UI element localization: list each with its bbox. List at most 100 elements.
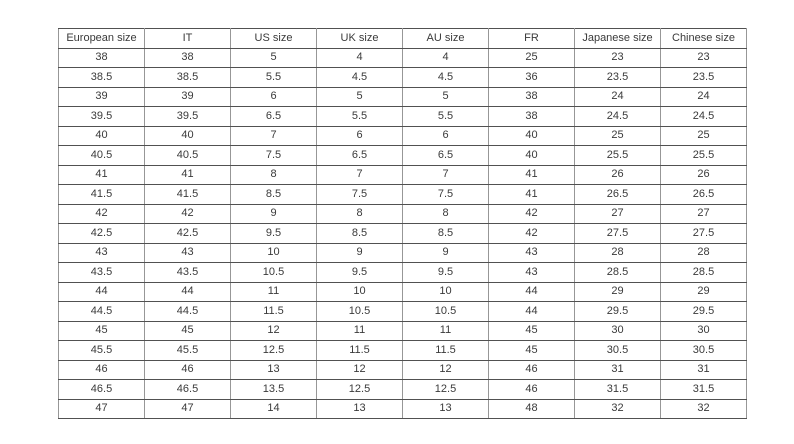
table-cell: 13 [316,398,403,419]
table-cell: 43 [58,242,145,263]
table-cell: 43 [488,242,575,263]
table-cell: 23.5 [574,67,661,88]
table-cell: 39.5 [58,106,145,127]
table-cell: 38 [58,47,145,68]
table-cell: 29.5 [574,301,661,322]
table-cell: 28 [574,242,661,263]
table-cell: 44 [488,281,575,302]
table-header: European size IT US size UK size AU size FR Ja… [58,28,747,49]
table-cell: 28.5 [574,262,661,283]
table-cell: 5 [230,47,317,68]
table-cell: 42.5 [58,223,145,244]
table-cell: 10.5 [316,301,403,322]
table-cell: 44 [488,301,575,322]
table-cell: 27 [660,203,747,224]
table-cell: 29 [574,281,661,302]
table-cell: 41 [144,164,231,185]
table-cell: 41.5 [144,184,231,205]
table-cell: 40 [58,125,145,146]
table-cell: 8.5 [230,184,317,205]
table-cell: 7.5 [230,145,317,166]
table-cell: 28 [660,242,747,263]
table-cell: 11.5 [230,301,317,322]
table-cell: 32 [660,398,747,419]
table-cell: 30 [660,320,747,341]
table-cell: 30 [574,320,661,341]
table-cell: 10.5 [402,301,489,322]
table-cell: 31 [660,359,747,380]
table-cell: 46 [144,359,231,380]
table-row: 43.5 43.5 10.5 9.5 9.5 43 28.5 28.5 [58,262,747,283]
table-cell: 12.5 [316,379,403,400]
table-cell: 43 [488,262,575,283]
table-cell: 6.5 [316,145,403,166]
table-cell: 42 [488,203,575,224]
table-row: 43 43 10 9 9 43 28 28 [58,242,747,263]
column-header: IT [144,28,231,49]
table-cell: 23.5 [660,67,747,88]
table-cell: 42 [58,203,145,224]
table-row: 40 40 7 6 6 40 25 25 [58,125,747,146]
table-cell: 4 [316,47,403,68]
table-cell: 9.5 [402,262,489,283]
table-cell: 41 [488,184,575,205]
table-cell: 46 [58,359,145,380]
header-row: European size IT US size UK size AU size FR Ja… [58,28,747,49]
table-cell: 11 [316,320,403,341]
table-cell: 31.5 [660,379,747,400]
table-cell: 8.5 [316,223,403,244]
table-cell: 5 [316,86,403,107]
table-cell: 36 [488,67,575,88]
table-cell: 6 [230,86,317,107]
table-row: 44.5 44.5 11.5 10.5 10.5 44 29.5 29.5 [58,301,747,322]
table-cell: 8 [402,203,489,224]
table-cell: 24 [660,86,747,107]
table-cell: 46 [488,359,575,380]
table-cell: 44.5 [144,301,231,322]
table-cell: 45 [488,320,575,341]
table-cell: 4 [402,47,489,68]
table-cell: 46.5 [144,379,231,400]
table-cell: 9 [316,242,403,263]
table-cell: 38.5 [144,67,231,88]
table-cell: 12 [316,359,403,380]
table-cell: 31 [574,359,661,380]
table-cell: 9 [402,242,489,263]
table-cell: 5.5 [316,106,403,127]
table-row: 39.5 39.5 6.5 5.5 5.5 38 24.5 24.5 [58,106,747,127]
table-row: 45.5 45.5 12.5 11.5 11.5 45 30.5 30.5 [58,340,747,361]
table-cell: 24.5 [574,106,661,127]
table-cell: 45 [144,320,231,341]
table-row: 42.5 42.5 9.5 8.5 8.5 42 27.5 27.5 [58,223,747,244]
table-cell: 25 [660,125,747,146]
size-conversion-table-container: European size IT US size UK size AU size FR Ja… [58,28,747,419]
table-cell: 9.5 [230,223,317,244]
table-cell: 6 [402,125,489,146]
table-row: 38.5 38.5 5.5 4.5 4.5 36 23.5 23.5 [58,67,747,88]
table-cell: 26.5 [660,184,747,205]
column-header: European size [58,28,145,49]
table-cell: 40 [488,145,575,166]
table-cell: 9 [230,203,317,224]
table-cell: 10 [316,281,403,302]
table-cell: 38 [488,106,575,127]
column-header: UK size [316,28,403,49]
table-cell: 30.5 [660,340,747,361]
table-cell: 4.5 [402,67,489,88]
table-cell: 42.5 [144,223,231,244]
table-cell: 41 [488,164,575,185]
table-cell: 46 [488,379,575,400]
table-cell: 41.5 [58,184,145,205]
table-cell: 10 [230,242,317,263]
column-header: FR [488,28,575,49]
column-header: US size [230,28,317,49]
table-row: 44 44 11 10 10 44 29 29 [58,281,747,302]
table-cell: 8.5 [402,223,489,244]
table-body: 38 38 5 4 4 25 23 23 38.5 38.5 5.5 4.5 4.5 36 23.5 23.5… [58,47,747,419]
table-cell: 43.5 [144,262,231,283]
table-cell: 48 [488,398,575,419]
size-conversion-table: European size IT US size UK size AU size FR Ja… [58,28,747,419]
table-cell: 30.5 [574,340,661,361]
table-cell: 31.5 [574,379,661,400]
